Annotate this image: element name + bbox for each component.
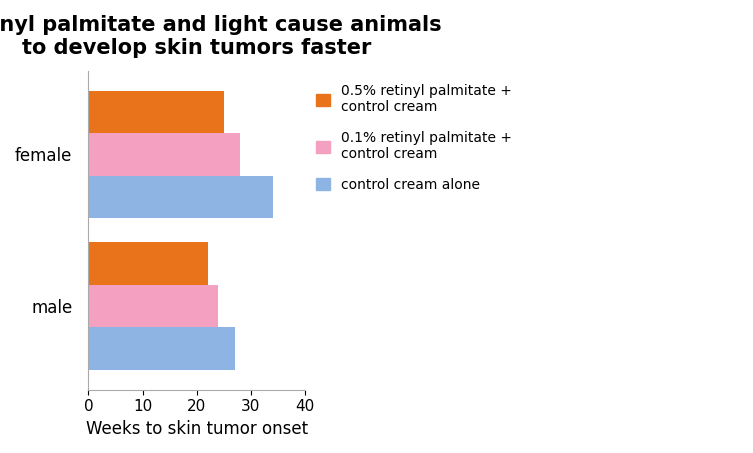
Bar <box>88 242 208 285</box>
Bar <box>88 91 224 133</box>
Title: Retinyl palmitate and light cause animals
to develop skin tumors faster: Retinyl palmitate and light cause animal… <box>0 15 441 58</box>
Legend: 0.5% retinyl palmitate +
control cream, 0.1% retinyl palmitate +
control cream, : 0.5% retinyl palmitate + control cream, … <box>316 84 512 192</box>
X-axis label: Weeks to skin tumor onset: Weeks to skin tumor onset <box>86 420 308 438</box>
Bar <box>88 133 240 176</box>
Bar <box>88 285 218 328</box>
Bar <box>88 176 273 218</box>
Bar <box>88 328 235 370</box>
